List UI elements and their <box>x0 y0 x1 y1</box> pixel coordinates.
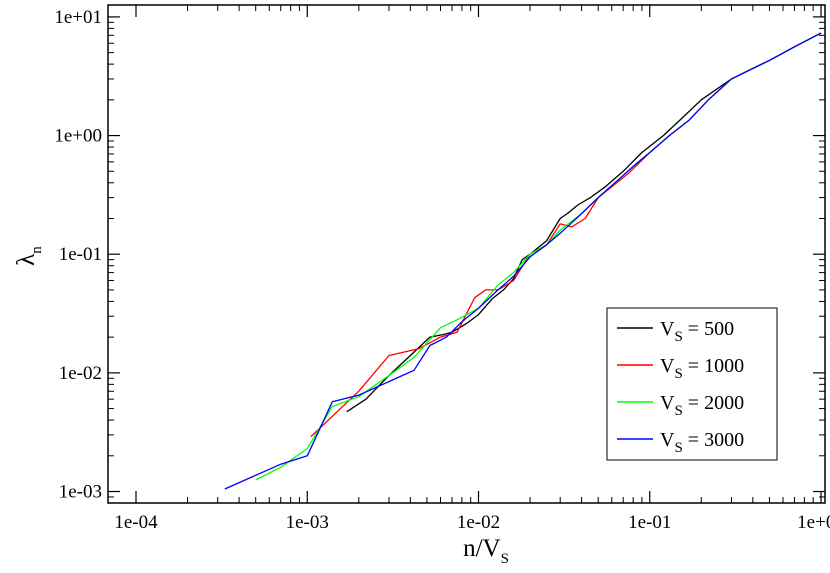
series-line-4 <box>224 32 822 490</box>
legend-box <box>606 307 778 461</box>
legend-items: VS = 500 VS = 1000 VS = 2000 VS = 3000 <box>617 318 744 456</box>
series-line-1 <box>346 32 822 413</box>
legend-label-1: VS = 500 <box>660 318 734 345</box>
y-tick-label: 1e+00 <box>54 126 102 147</box>
series-lines <box>224 32 822 490</box>
y-tick-label: 1e+01 <box>54 7 102 28</box>
x-tick-label: 1e+00 <box>797 512 830 533</box>
x-axis-label: n/VS <box>463 535 509 567</box>
y-tick-label: 1e-02 <box>59 363 102 384</box>
y-tick-label: 1e-01 <box>59 244 102 265</box>
x-tick-label: 1e-02 <box>457 512 500 533</box>
x-tick-label: 1e-03 <box>286 512 329 533</box>
legend-label-2: VS = 1000 <box>660 355 744 382</box>
axis-ticks: 1e-04 1e-03 1e-02 1e-01 1e+00 1e-03 1e-02 1e-01… <box>54 5 830 533</box>
y-tick-label: 1e-03 <box>59 482 102 503</box>
legend-label-3: VS = 2000 <box>660 392 744 419</box>
y-axis-label: λn <box>13 246 45 266</box>
legend: VS = 500 VS = 1000 VS = 2000 VS = 3000 <box>606 307 778 461</box>
x-tick-label: 1e-04 <box>114 512 158 533</box>
legend-label-4: VS = 3000 <box>660 429 744 456</box>
x-tick-label: 1e-01 <box>628 512 671 533</box>
